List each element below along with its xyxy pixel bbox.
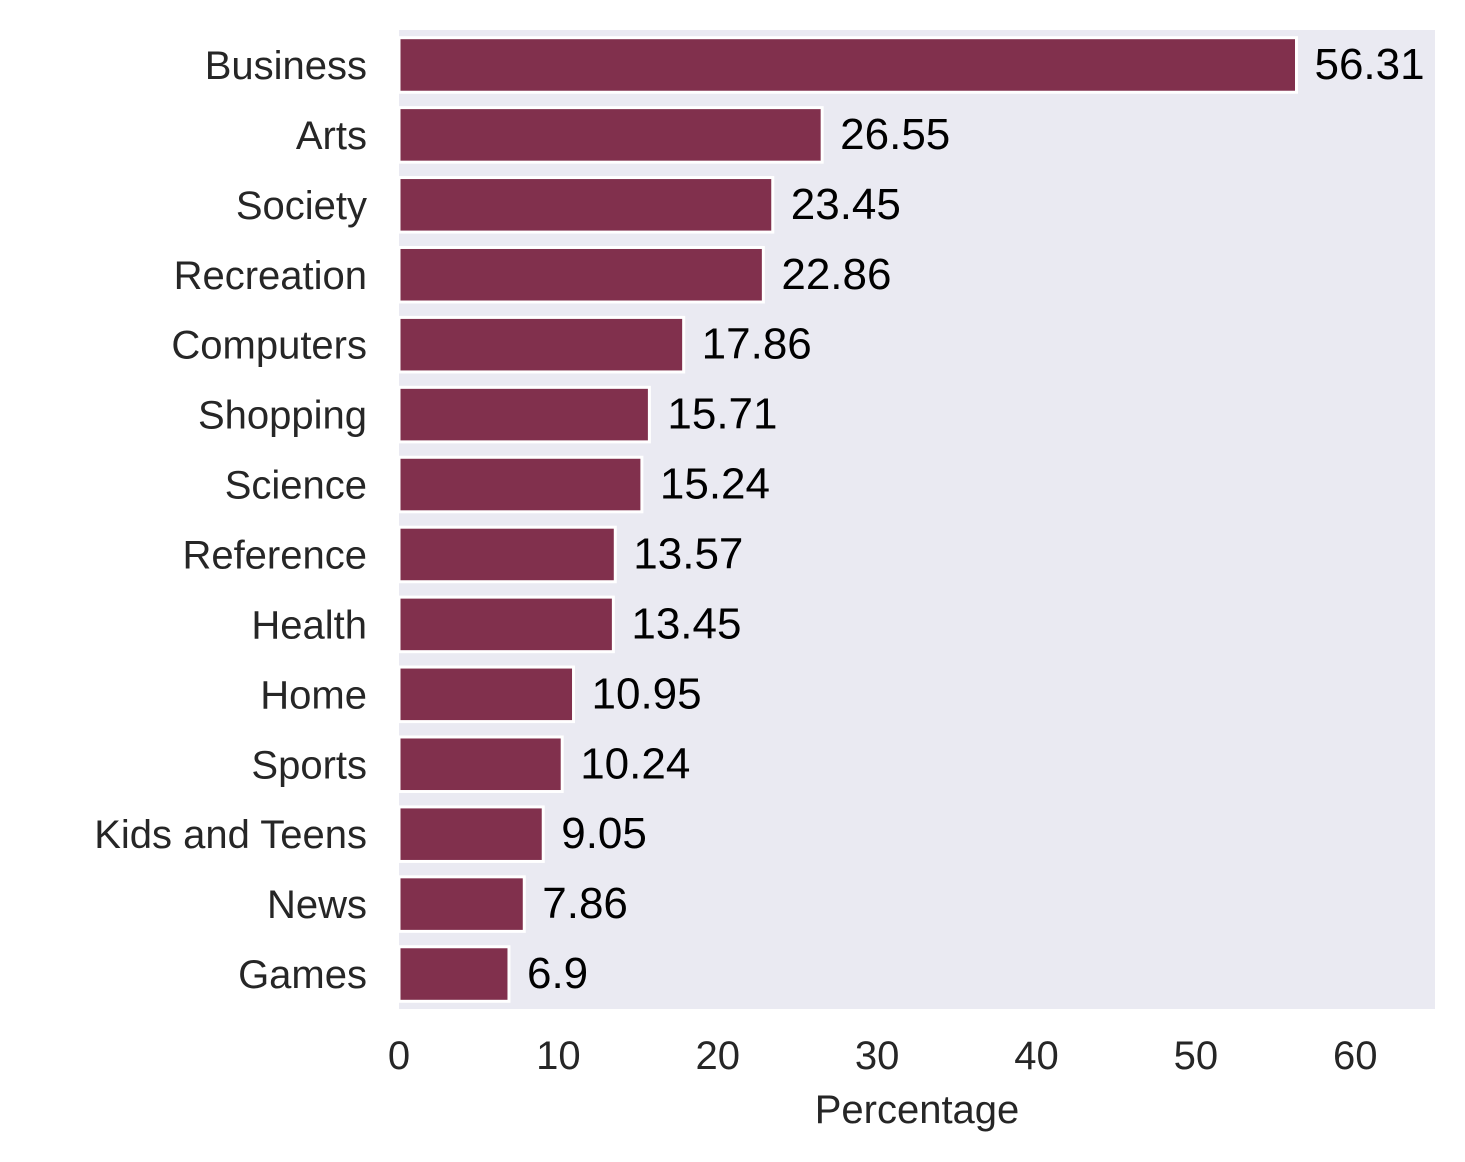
- value-label: 7.86: [542, 879, 628, 928]
- x-tick-label: 60: [1333, 1034, 1378, 1078]
- value-label: 10.24: [580, 739, 690, 788]
- category-label: Kids and Teens: [94, 813, 367, 857]
- category-label: Recreation: [174, 254, 367, 298]
- category-label: News: [267, 883, 367, 927]
- x-tick-label: 30: [855, 1034, 900, 1078]
- bar: [397, 525, 617, 584]
- value-label: 23.45: [791, 180, 901, 229]
- value-label: 15.24: [660, 460, 770, 509]
- bar: [397, 735, 564, 794]
- category-label: Reference: [182, 533, 367, 577]
- bar: [397, 385, 651, 444]
- x-axis-title: Percentage: [815, 1088, 1020, 1132]
- value-label: 56.31: [1314, 40, 1424, 89]
- bar: [397, 945, 511, 1003]
- category-label: Shopping: [198, 394, 367, 438]
- bar: [397, 245, 765, 304]
- value-label: 13.45: [631, 599, 741, 648]
- category-label: Business: [205, 44, 367, 88]
- category-label: Sports: [251, 743, 367, 787]
- value-labels-group: 56.31 26.55 23.45 22.86 17.86 15.71 15.24 13.57…: [527, 40, 1425, 998]
- value-label: 22.86: [781, 250, 891, 299]
- value-label: 6.9: [527, 949, 588, 998]
- x-tick-label: 40: [1014, 1034, 1059, 1078]
- value-label: 13.57: [633, 529, 743, 578]
- category-label: Computers: [171, 324, 367, 368]
- bar: [397, 315, 686, 374]
- value-label: 26.55: [840, 110, 950, 159]
- bar: [397, 106, 824, 164]
- bar: [397, 665, 576, 724]
- bar: [397, 176, 775, 234]
- value-label: 9.05: [561, 809, 647, 858]
- category-label: Science: [225, 464, 367, 508]
- category-label: Arts: [296, 114, 367, 158]
- category-label: Home: [260, 673, 367, 717]
- x-tick-label: 10: [536, 1034, 581, 1078]
- category-label: Health: [251, 603, 367, 647]
- x-axis-ticks-group: 0 10 20 30 40 50 60: [388, 1034, 1378, 1078]
- category-labels-group: Business Arts Society Recreation Computers Sh…: [94, 44, 367, 997]
- bar: [397, 805, 545, 863]
- x-tick-label: 50: [1174, 1034, 1219, 1078]
- x-tick-label: 20: [696, 1034, 741, 1078]
- x-tick-label: 0: [388, 1034, 410, 1078]
- bar: [397, 455, 644, 514]
- bar: [397, 875, 526, 933]
- value-label: 15.71: [667, 390, 777, 439]
- category-label: Games: [238, 953, 367, 997]
- value-label: 10.95: [592, 669, 702, 718]
- bars-group: [397, 36, 1298, 1003]
- category-label: Society: [236, 184, 367, 228]
- value-label: 17.86: [702, 320, 812, 369]
- bar: [397, 36, 1298, 94]
- bar: [397, 595, 615, 654]
